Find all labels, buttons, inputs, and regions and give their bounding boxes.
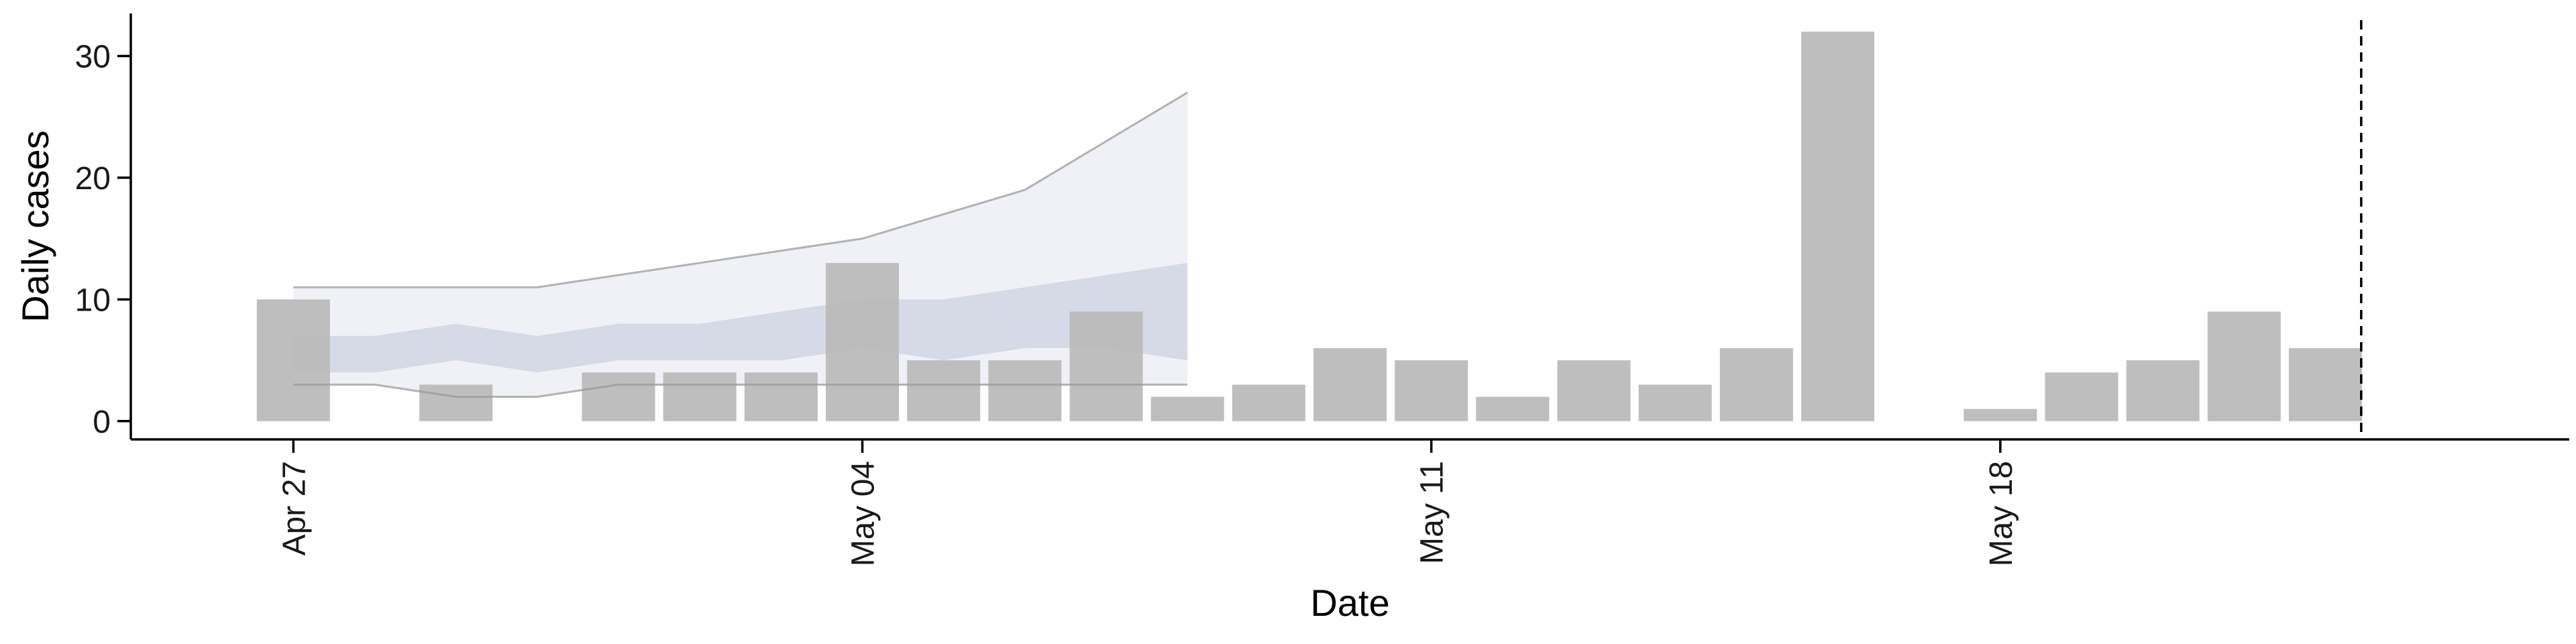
bar — [2288, 347, 2363, 421]
bar — [1638, 384, 1712, 421]
bar — [419, 384, 493, 421]
y-axis-title: Daily cases — [14, 130, 56, 322]
y-tick-label: 20 — [75, 161, 111, 197]
outer-lower-line — [293, 383, 1188, 398]
bar — [2045, 372, 2118, 421]
bar — [1150, 396, 1224, 421]
y-ticks: 0 10 20 30 — [75, 40, 131, 440]
y-tick-label: 30 — [75, 40, 111, 75]
bar — [2207, 311, 2281, 421]
projection-bands — [293, 92, 1188, 397]
bar — [582, 372, 655, 421]
bar — [2126, 360, 2200, 421]
bar — [1395, 360, 1468, 421]
x-ticks: Apr 27 May 04 May 11 May 18 — [276, 439, 2019, 566]
bar — [1719, 347, 1793, 421]
y-tick-label: 10 — [75, 282, 111, 318]
bar — [988, 360, 1062, 421]
projection-lines — [293, 91, 1188, 398]
x-axis-title: Date — [1310, 582, 1389, 624]
bar — [1964, 409, 2037, 421]
bar — [1069, 311, 1143, 421]
outer-upper-line — [293, 91, 1188, 288]
bar — [256, 299, 330, 421]
x-tick-label: May 11 — [1415, 461, 1450, 564]
x-tick-label: May 18 — [1984, 461, 2019, 566]
bar — [1801, 32, 1875, 421]
bar — [1313, 347, 1387, 421]
axes — [129, 13, 2569, 441]
bar — [1476, 396, 1550, 421]
bars — [256, 32, 2363, 421]
inner-interval-band — [293, 262, 1188, 373]
bar — [744, 372, 818, 421]
bar — [1557, 360, 1631, 421]
x-tick-label: May 04 — [846, 461, 881, 566]
bar — [1232, 384, 1305, 421]
bar — [825, 262, 900, 421]
bar — [663, 372, 737, 421]
y-tick-label: 0 — [93, 405, 111, 440]
bar — [907, 360, 981, 421]
x-tick-label: Apr 27 — [276, 461, 312, 555]
